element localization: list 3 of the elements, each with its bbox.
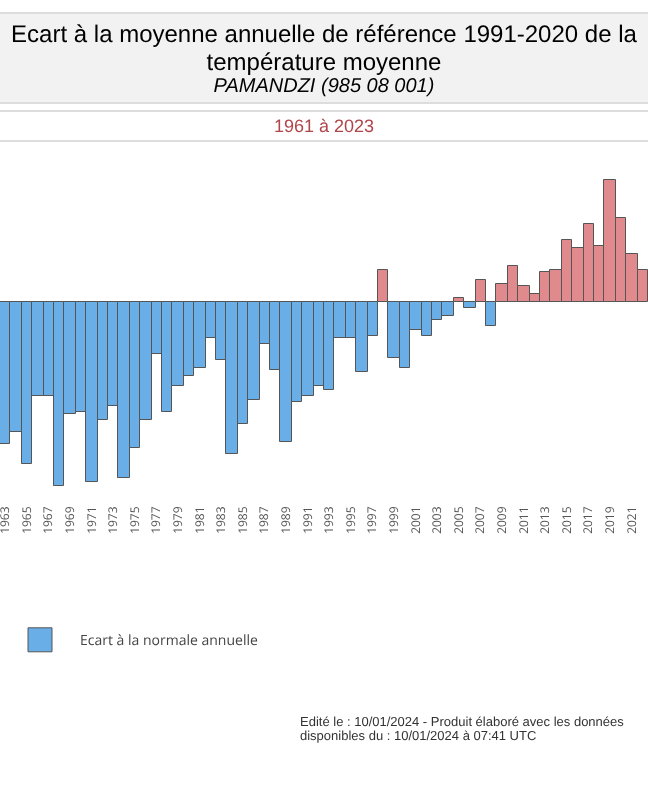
- chart-subtitle: PAMANDZI (985 08 001): [211, 76, 437, 98]
- chart-title: Ecart à la moyenne annuelle de référence 1991-2020 de la température moyenne: [9, 20, 639, 76]
- text: 1961 à 2023: [0, 110, 648, 142]
